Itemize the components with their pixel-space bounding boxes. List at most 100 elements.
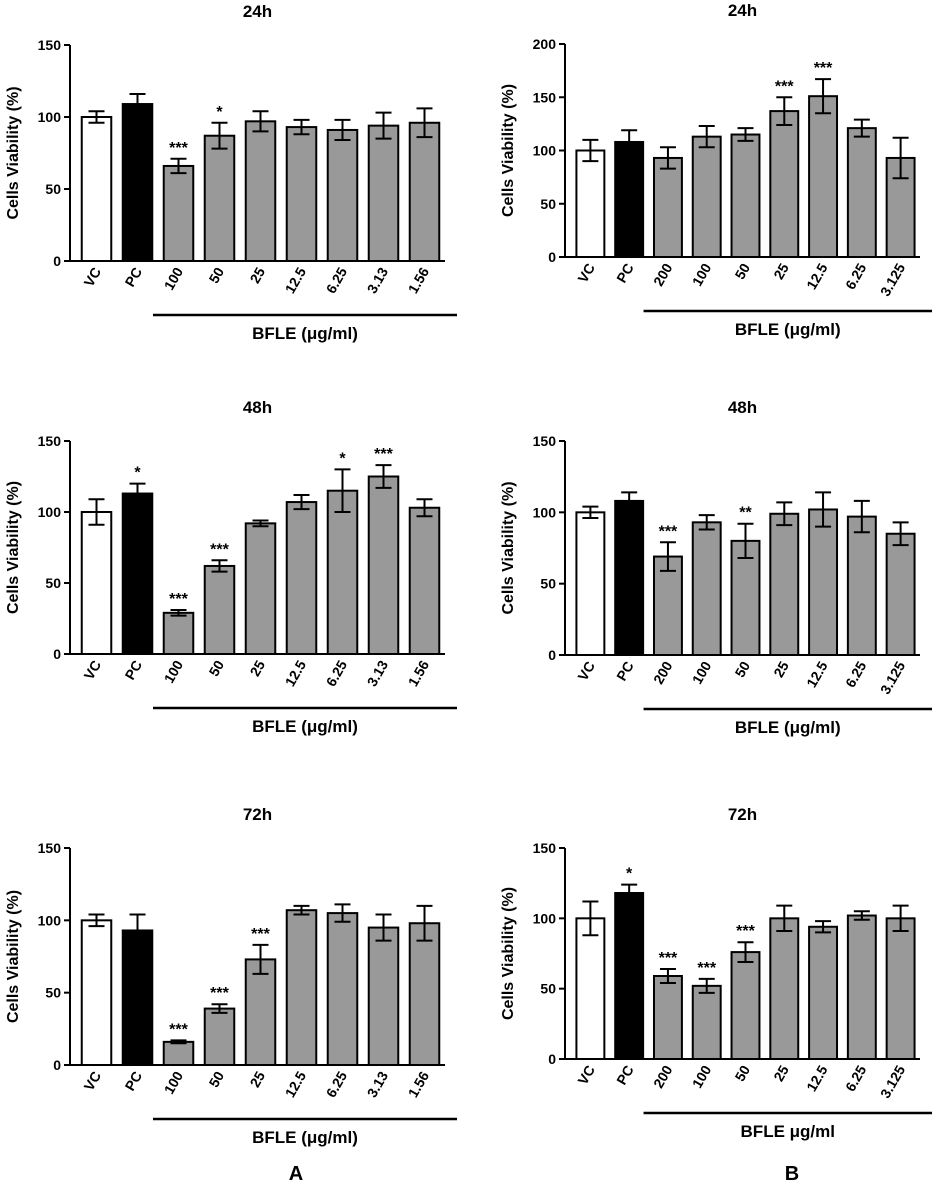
- y-tick-label: 150: [38, 37, 62, 53]
- error-bar: [892, 136, 909, 180]
- significance-label: ***: [210, 985, 229, 1002]
- bar: [326, 489, 359, 656]
- significance-label: ***: [659, 950, 678, 967]
- bar: [203, 1007, 236, 1067]
- bar: [326, 128, 359, 262]
- x-tick-label: 6.25: [842, 658, 870, 690]
- bar: [162, 1040, 195, 1067]
- error-bar: [659, 541, 676, 572]
- x-tick-label: 25: [246, 657, 268, 679]
- x-tick-label: 100: [689, 260, 715, 288]
- y-tick-label: 100: [533, 910, 557, 926]
- group-label: BFLE (μg/ml): [252, 324, 358, 343]
- significance-label: ***: [169, 591, 188, 608]
- bar: [408, 121, 441, 263]
- x-tick-label: 25: [246, 1068, 268, 1090]
- bar: [691, 135, 722, 258]
- x-tick-label: 6.25: [323, 657, 351, 689]
- bar: [121, 929, 154, 1067]
- bar: [885, 917, 916, 1060]
- x-tick-label: 50: [205, 1068, 227, 1090]
- significance-label: *: [216, 104, 223, 121]
- x-tick-label: 100: [689, 658, 715, 686]
- x-tick-label: 3.125: [877, 260, 908, 299]
- bar: [691, 984, 722, 1060]
- chart-title: 48h: [728, 398, 757, 417]
- bar: [162, 164, 195, 263]
- bar: [203, 564, 236, 656]
- bar: [121, 103, 154, 263]
- error-bar: [129, 92, 146, 116]
- bar: [285, 909, 318, 1066]
- x-tick-label: VC: [574, 1063, 598, 1088]
- bar: [285, 501, 318, 655]
- x-tick-label: 6.25: [323, 1068, 351, 1100]
- error-bar: [815, 78, 832, 115]
- bar: [885, 532, 916, 657]
- x-tick-label: 50: [731, 1062, 753, 1084]
- error-bar: [252, 110, 269, 133]
- error-bar: [129, 913, 146, 948]
- error-bar: [88, 498, 105, 526]
- y-tick-label: 50: [540, 576, 556, 592]
- error-bar: [416, 107, 433, 139]
- y-tick-label: 150: [38, 840, 62, 856]
- bar: [730, 951, 761, 1060]
- y-tick-label: 150: [38, 433, 62, 449]
- x-tick-label: 200: [650, 260, 676, 288]
- significance-label: **: [739, 505, 752, 522]
- error-bar: [252, 943, 269, 975]
- bar: [730, 133, 761, 258]
- error-bar: [582, 138, 599, 163]
- error-bar: [892, 904, 909, 932]
- x-tick-label: 100: [161, 657, 187, 685]
- bar: [769, 512, 800, 657]
- bar: [367, 926, 400, 1066]
- error-bar: [698, 125, 715, 149]
- x-tick-label: 12.5: [803, 658, 831, 690]
- x-tick-label: PC: [122, 265, 146, 290]
- bar: [730, 539, 761, 656]
- error-bar: [293, 904, 310, 916]
- bar: [691, 521, 722, 656]
- error-bar: [129, 482, 146, 505]
- x-tick-label: 1.56: [405, 657, 433, 689]
- bar: [575, 149, 606, 258]
- bar: [408, 922, 441, 1067]
- bar: [203, 134, 236, 262]
- bar: [162, 611, 195, 656]
- y-axis-label: Cells Viability (%): [5, 481, 22, 614]
- group-label: BFLE (μg/ml): [252, 717, 358, 736]
- x-tick-label: 3.125: [877, 658, 908, 697]
- error-bar: [211, 1003, 228, 1014]
- error-bar: [416, 498, 433, 518]
- bar: [367, 124, 400, 262]
- y-tick-label: 0: [53, 253, 61, 269]
- error-bar: [892, 521, 909, 547]
- error-bar: [737, 941, 754, 963]
- bar: [121, 492, 154, 656]
- error-bar: [776, 96, 793, 126]
- x-tick-label: 12.5: [803, 1062, 831, 1094]
- error-bar: [853, 118, 870, 138]
- significance-label: *: [134, 465, 141, 482]
- bar: [80, 116, 113, 262]
- error-bar: [737, 127, 754, 142]
- x-tick-label: 1.56: [405, 264, 433, 296]
- significance-label: ***: [775, 78, 794, 95]
- y-tick-label: 0: [548, 249, 556, 265]
- y-axis-label: Cells Viability (%): [500, 84, 517, 217]
- bar: [846, 914, 877, 1061]
- y-tick-label: 200: [533, 36, 557, 52]
- error-bar: [815, 491, 832, 528]
- y-tick-label: 100: [38, 109, 62, 125]
- group-label: BFLE (μg/ml): [252, 1128, 358, 1147]
- group-label: BFLE (μg/ml): [735, 718, 841, 737]
- x-tick-label: PC: [613, 1063, 637, 1088]
- x-tick-label: 25: [770, 260, 792, 282]
- x-tick-label: 25: [770, 1062, 792, 1084]
- bar: [408, 506, 441, 655]
- error-bar: [334, 118, 351, 142]
- bar: [367, 475, 400, 655]
- y-tick-label: 150: [533, 433, 557, 449]
